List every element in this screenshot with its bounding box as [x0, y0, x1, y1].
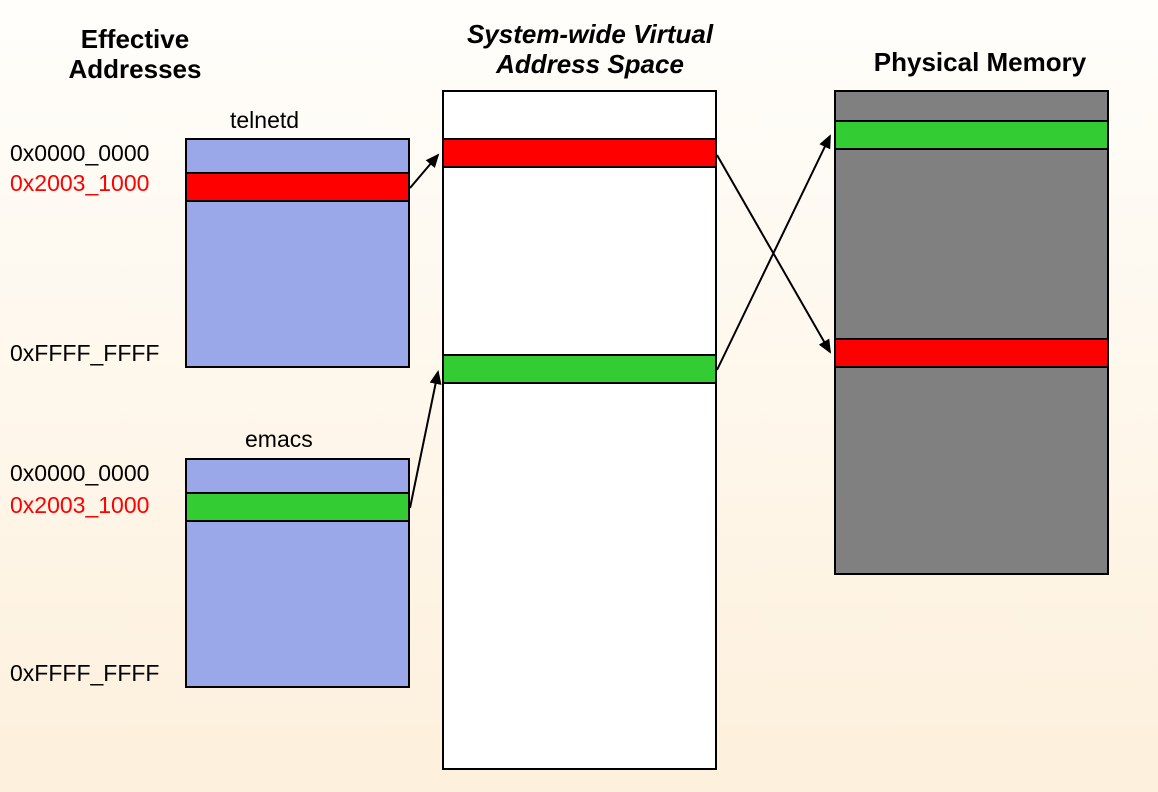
virtual-green-stripe	[442, 354, 717, 384]
address-label: 0x2003_1000	[10, 492, 149, 519]
telnetd-red-stripe	[185, 172, 410, 202]
virtual-address-space-title: System-wide Virtual Address Space	[420, 20, 760, 80]
address-label: 0xFFFF_FFFF	[10, 660, 159, 687]
address-label: 0x0000_0000	[10, 460, 149, 487]
virtual-red-stripe	[442, 138, 717, 168]
effective-addresses-title: Effective Addresses	[25, 25, 245, 85]
emacs-green-stripe	[185, 492, 410, 522]
virtual-box	[442, 90, 717, 770]
physical-green-stripe	[834, 120, 1109, 150]
physical-red-stripe	[834, 338, 1109, 368]
telnetd-label: telnetd	[230, 107, 299, 134]
physical-box	[834, 90, 1109, 575]
address-label: 0x2003_1000	[10, 170, 149, 197]
address-label: 0x0000_0000	[10, 140, 149, 167]
emacs-label: emacs	[245, 426, 313, 453]
address-label: 0xFFFF_FFFF	[10, 340, 159, 367]
physical-memory-title: Physical Memory	[830, 48, 1130, 78]
